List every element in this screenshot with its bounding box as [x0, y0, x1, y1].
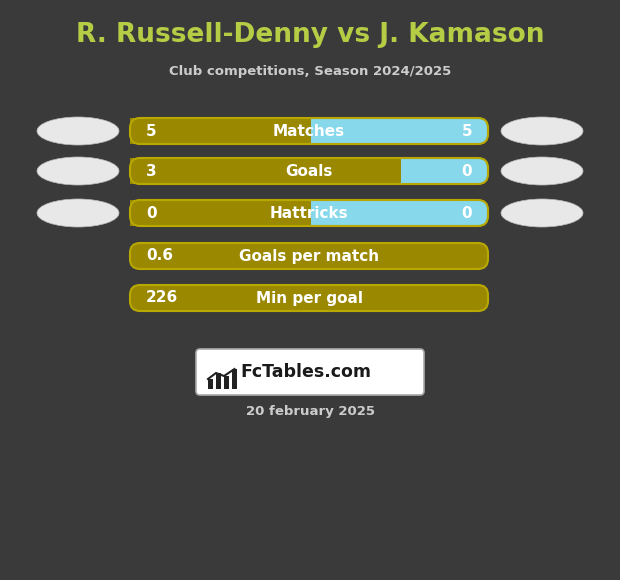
- Text: 0: 0: [461, 164, 472, 179]
- Bar: [130, 200, 309, 226]
- Text: FcTables.com: FcTables.com: [240, 363, 371, 381]
- FancyBboxPatch shape: [130, 200, 488, 226]
- Ellipse shape: [37, 117, 119, 145]
- Bar: [130, 158, 399, 184]
- Text: 5: 5: [146, 124, 157, 139]
- Text: Matches: Matches: [273, 124, 345, 139]
- Bar: [307, 118, 311, 144]
- Text: 0: 0: [146, 205, 157, 220]
- Text: Club competitions, Season 2024/2025: Club competitions, Season 2024/2025: [169, 66, 451, 78]
- Ellipse shape: [501, 157, 583, 185]
- Text: 0: 0: [461, 205, 472, 220]
- Bar: [232, 369, 237, 389]
- Bar: [216, 373, 221, 389]
- Text: Goals per match: Goals per match: [239, 248, 379, 263]
- Bar: [130, 118, 309, 144]
- Text: Hattricks: Hattricks: [270, 205, 348, 220]
- FancyBboxPatch shape: [130, 243, 488, 269]
- Ellipse shape: [501, 199, 583, 227]
- Ellipse shape: [37, 199, 119, 227]
- Ellipse shape: [501, 117, 583, 145]
- Text: 20 february 2025: 20 february 2025: [246, 405, 374, 419]
- FancyBboxPatch shape: [130, 118, 488, 144]
- Bar: [397, 158, 401, 184]
- FancyBboxPatch shape: [196, 349, 424, 395]
- Bar: [224, 376, 229, 389]
- Bar: [208, 379, 213, 389]
- Text: R. Russell-Denny vs J. Kamason: R. Russell-Denny vs J. Kamason: [76, 22, 544, 48]
- Text: 0.6: 0.6: [146, 248, 173, 263]
- Text: 5: 5: [461, 124, 472, 139]
- Text: Goals: Goals: [285, 164, 333, 179]
- FancyBboxPatch shape: [130, 158, 488, 184]
- FancyBboxPatch shape: [130, 118, 488, 144]
- Text: Min per goal: Min per goal: [255, 291, 363, 306]
- Text: 3: 3: [146, 164, 157, 179]
- Bar: [307, 200, 311, 226]
- Ellipse shape: [37, 157, 119, 185]
- Text: 226: 226: [146, 291, 179, 306]
- FancyBboxPatch shape: [130, 158, 488, 184]
- FancyBboxPatch shape: [130, 285, 488, 311]
- FancyBboxPatch shape: [130, 200, 488, 226]
